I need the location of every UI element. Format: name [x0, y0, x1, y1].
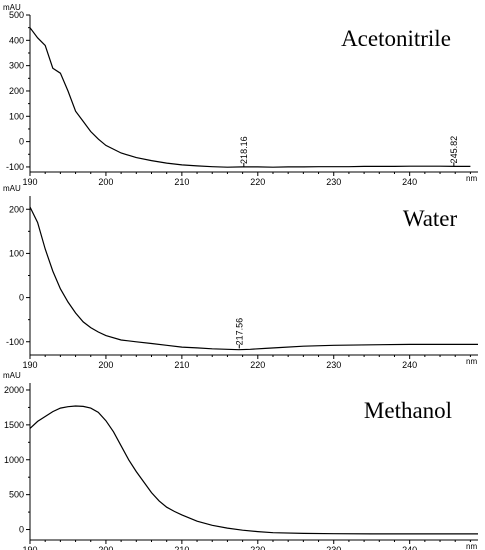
methanol-panel: mAU nm 0 500 1000 1500 2000 190 200 210 220 230 240 M… — [3, 371, 478, 550]
y-tick-label: 1000 — [4, 455, 24, 465]
x-tick-label: 230 — [326, 177, 341, 187]
y-tick-label: -100 — [6, 162, 24, 172]
x-tick-label: 190 — [22, 545, 37, 550]
x-unit-label: nm — [466, 357, 477, 366]
y-unit-label: mAU — [3, 184, 21, 193]
y-tick-label: 400 — [9, 35, 24, 45]
y-tick-label: 500 — [9, 490, 24, 500]
x-tick-label: 210 — [174, 360, 189, 370]
x-unit-label: nm — [466, 542, 477, 550]
spectrum-line — [29, 206, 478, 351]
y-unit-label: mAU — [3, 3, 21, 12]
x-tick-label: 220 — [250, 545, 265, 550]
y-tick-label: -100 — [6, 337, 24, 347]
solvent-name: Acetonitrile — [341, 26, 451, 51]
x-tick-label: 190 — [22, 360, 37, 370]
x-tick-label: 230 — [326, 545, 341, 550]
y-tick-label: 500 — [9, 10, 24, 20]
solvent-name: Methanol — [364, 398, 452, 423]
x-tick-label: 240 — [402, 177, 417, 187]
x-tick-label: 200 — [98, 545, 113, 550]
water-panel: mAU nm -100 0 100 200 190 200 210 220 230 240 217.56… — [3, 184, 478, 370]
peak-label: 245.82 — [449, 136, 459, 164]
y-unit-label: mAU — [3, 371, 21, 380]
y-tick-label: 0 — [19, 137, 24, 147]
peak-label: 218.16 — [239, 136, 249, 164]
y-tick-label: 1500 — [4, 420, 24, 430]
y-tick-label: 2000 — [4, 385, 24, 395]
y-tick-label: 200 — [9, 204, 24, 214]
x-tick-label: 240 — [402, 360, 417, 370]
x-tick-label: 220 — [250, 360, 265, 370]
solvent-name: Water — [403, 206, 458, 231]
y-tick-label: 100 — [9, 111, 24, 121]
acetonitrile-panel: mAU nm -100 0 100 200 300 400 500 190 200 210 220 230… — [3, 3, 478, 187]
spectrum-line — [29, 405, 478, 535]
y-tick-label: 0 — [19, 525, 24, 535]
peak-label: 217.56 — [234, 318, 244, 346]
x-tick-label: 200 — [98, 360, 113, 370]
x-tick-label: 200 — [98, 177, 113, 187]
x-tick-label: 220 — [250, 177, 265, 187]
x-tick-label: 190 — [22, 177, 37, 187]
spectrum-line — [29, 27, 471, 168]
x-tick-label: 240 — [402, 545, 417, 550]
y-tick-label: 200 — [9, 86, 24, 96]
x-unit-label: nm — [466, 174, 477, 183]
x-tick-label: 210 — [174, 545, 189, 550]
y-tick-label: 0 — [19, 293, 24, 303]
y-tick-label: 100 — [9, 248, 24, 258]
y-tick-label: 300 — [9, 61, 24, 71]
x-tick-label: 210 — [174, 177, 189, 187]
x-tick-label: 230 — [326, 360, 341, 370]
